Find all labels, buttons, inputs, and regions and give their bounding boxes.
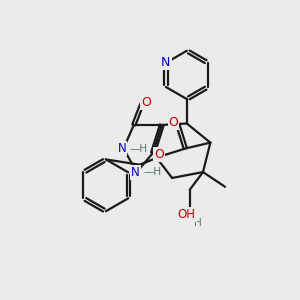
Text: N: N [118, 142, 126, 155]
Text: O: O [141, 96, 151, 110]
Text: O: O [169, 116, 178, 128]
Text: H: H [194, 218, 202, 228]
Text: N: N [161, 56, 171, 69]
Text: N: N [131, 166, 140, 178]
Text: OH: OH [178, 208, 196, 221]
Text: —H: —H [130, 143, 148, 154]
Text: —H: —H [143, 167, 161, 177]
Text: O: O [154, 148, 164, 161]
